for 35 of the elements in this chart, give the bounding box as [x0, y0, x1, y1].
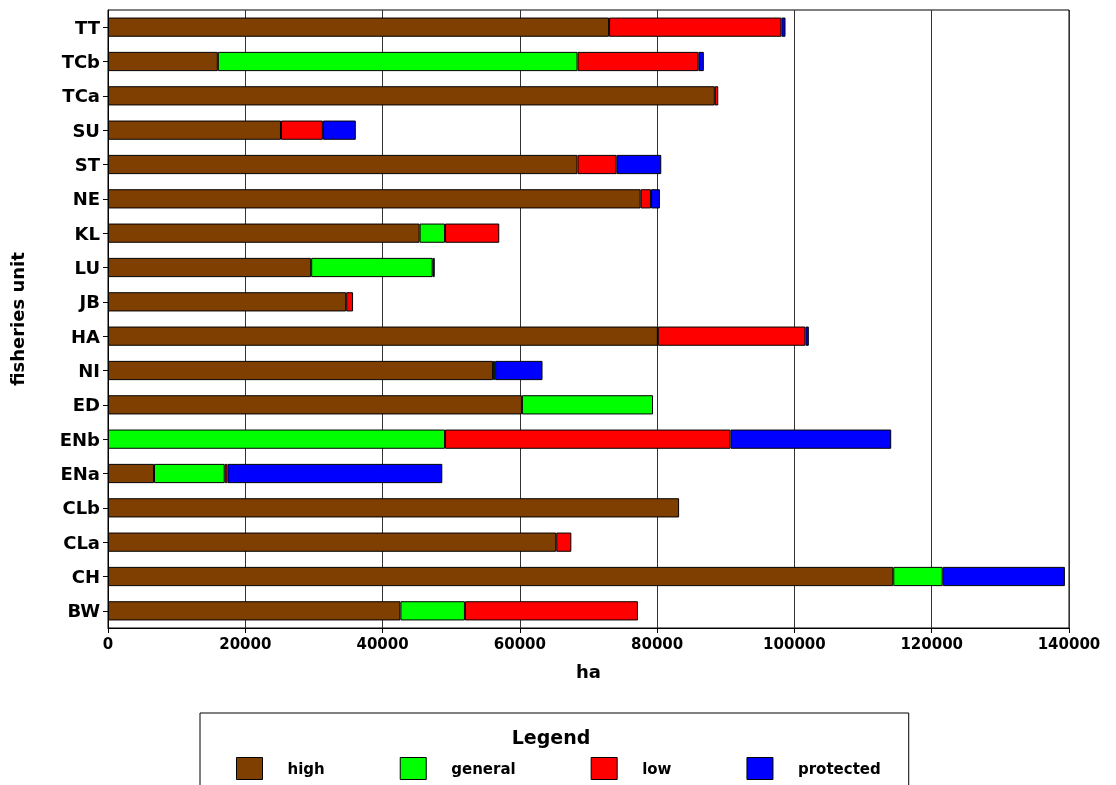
x-tick-label: 0 [102, 634, 114, 653]
y-tick-label: ENb [59, 428, 101, 450]
y-tick-label: JB [77, 291, 100, 313]
y-tick-label: NE [72, 188, 100, 210]
y-tick-label: ST [74, 154, 101, 175]
x-tick-label: 20000 [219, 634, 272, 653]
x-tick-label: 40000 [356, 634, 409, 653]
y-tick-label: TT [75, 16, 101, 38]
x-tick-label: 100000 [763, 634, 826, 653]
y-tick-label: CLa [63, 531, 100, 553]
y-tick-label: CLb [62, 497, 101, 519]
y-tick-label: ED [72, 394, 100, 416]
y-tick-label: TCa [62, 85, 100, 107]
y-tick-label: LU [74, 257, 100, 278]
legend-label: high [287, 759, 325, 778]
legend-label: protected [797, 759, 881, 778]
y-tick-label: NI [78, 360, 100, 381]
x-tick-label: 80000 [631, 634, 684, 653]
x-tick-label: 120000 [900, 634, 964, 653]
y-tick-label: TCb [61, 51, 101, 72]
x-tick-label: 140000 [1037, 634, 1101, 653]
x-tick-label: 60000 [493, 634, 546, 653]
x-axis-title: ha [576, 660, 601, 682]
legend-label: general [451, 759, 516, 778]
y-tick-label: BW [67, 600, 101, 622]
y-tick-label: KL [74, 222, 100, 244]
legend-label: low [642, 759, 672, 778]
bar [495, 360, 543, 381]
y-tick-label: HA [71, 325, 101, 347]
bar [227, 463, 443, 484]
y-tick-label: ENa [60, 463, 100, 484]
y-tick-label: CH [71, 566, 100, 587]
y-tick-label: SU [72, 119, 100, 141]
y-axis-title: fisheries unit [6, 251, 28, 386]
legend-title: Legend [511, 725, 591, 748]
